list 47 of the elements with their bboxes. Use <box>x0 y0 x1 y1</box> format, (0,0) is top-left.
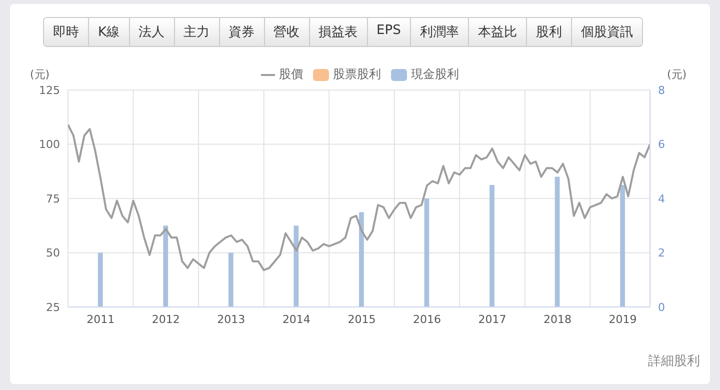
text: 資券 <box>218 18 264 46</box>
bar <box>424 198 430 307</box>
text: K線 <box>88 18 129 46</box>
y-tick-label: 25 <box>46 300 60 314</box>
bar <box>98 252 103 307</box>
x-tick-label: 2017 <box>478 312 506 326</box>
y2-tick-label: 2 <box>658 246 665 260</box>
x-tick-label: 2015 <box>348 312 376 326</box>
y-axis-title: (元) <box>30 67 50 82</box>
text: 利潤率 <box>410 18 468 46</box>
bar <box>294 226 299 307</box>
x-tick-label: 2011 <box>86 312 115 326</box>
bar <box>228 252 234 307</box>
line-series <box>68 124 650 272</box>
legend-label: 股價 <box>278 66 303 83</box>
bar <box>359 212 364 307</box>
text: 損益表 <box>308 18 367 46</box>
x-tick-label: 2016 <box>412 312 441 326</box>
y2-tick-label: 8 <box>658 84 665 97</box>
y2-axis-title: (元) <box>667 67 687 82</box>
bar <box>163 226 168 307</box>
y-tick-label: 100 <box>39 138 60 152</box>
bar <box>620 184 625 307</box>
text: EPS <box>366 18 410 46</box>
y-tick-label: 75 <box>46 192 60 206</box>
y2-tick-label: 6 <box>658 138 665 152</box>
y-tick-label: 50 <box>46 246 60 260</box>
x-tick-label: 2014 <box>282 312 310 326</box>
text: 營收 <box>264 18 309 46</box>
y-tick-label: 125 <box>39 84 60 97</box>
text: 詳細股利 <box>648 353 700 370</box>
bar <box>490 184 494 307</box>
x-tick-label: 2013 <box>217 312 246 326</box>
bar <box>554 176 560 307</box>
legend-label: 股票股利 <box>332 66 381 83</box>
legend-label: 現金股利 <box>410 66 459 83</box>
text: 即時 <box>44 18 88 46</box>
x-tick-label: 2018 <box>544 312 572 326</box>
text: 個股資訊 <box>570 18 642 46</box>
y2-tick-label: 0 <box>658 300 665 314</box>
text: 法人 <box>128 18 174 46</box>
x-tick-label: 2012 <box>152 312 180 326</box>
x-tick-label: 2019 <box>608 312 637 326</box>
text: 主力 <box>174 18 219 46</box>
y2-tick-label: 4 <box>658 192 665 206</box>
text: 股利 <box>526 18 571 46</box>
text: 本益比 <box>468 18 526 46</box>
